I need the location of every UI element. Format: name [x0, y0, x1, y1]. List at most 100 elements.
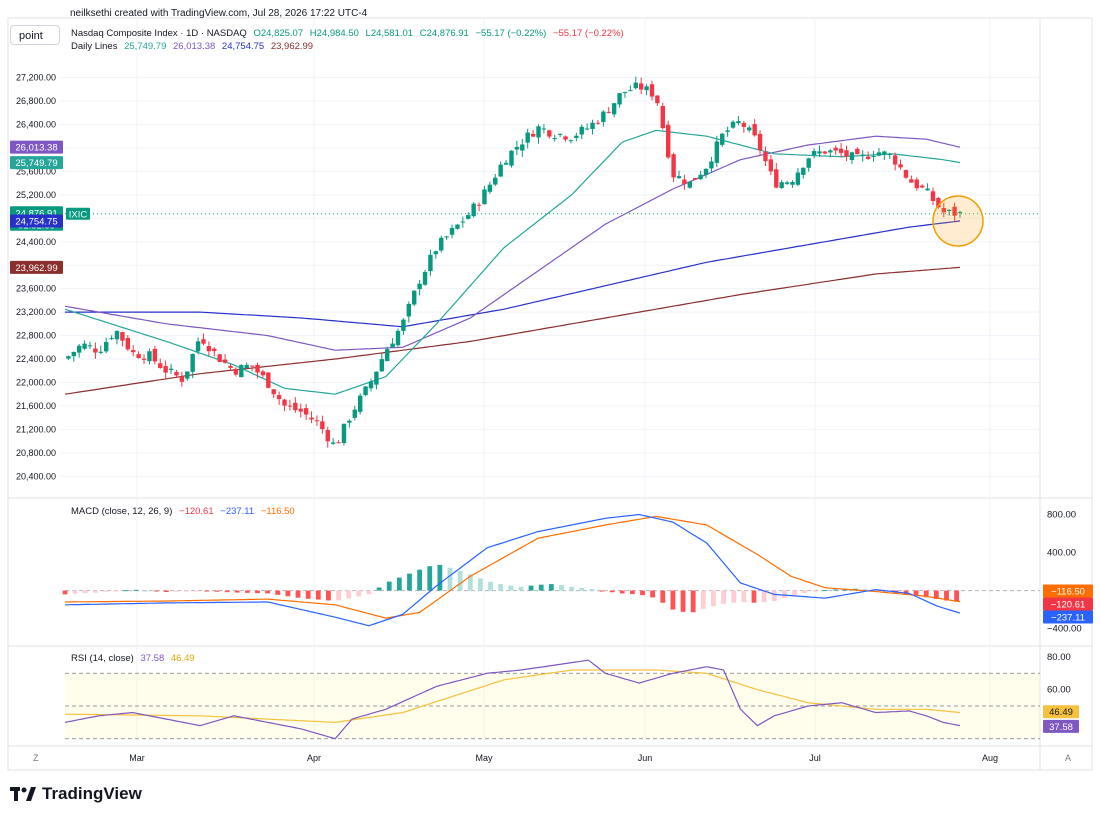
price-tick-label: 23,200.00 — [16, 307, 56, 317]
candle-body — [730, 121, 736, 128]
candle-body — [104, 342, 109, 352]
candle-body — [168, 368, 174, 371]
macd-hist-tag-bg — [1043, 597, 1093, 611]
candle-body — [574, 135, 579, 138]
candle-body — [703, 168, 709, 175]
auto-scale-button[interactable]: A — [1065, 753, 1072, 763]
candle-body — [212, 348, 217, 352]
candle-body — [303, 408, 309, 415]
macd-histogram-bar — [498, 584, 504, 591]
candle-body — [801, 167, 806, 175]
candle-body — [725, 130, 730, 132]
candle-body — [838, 148, 844, 153]
tradingview-logo-icon — [10, 787, 36, 801]
header-creator: neilksethi created with TradingView.com,… — [70, 8, 368, 19]
candle-body — [255, 364, 260, 373]
candle-body — [649, 84, 655, 97]
macd-histogram-bar — [933, 590, 939, 599]
candle-body — [195, 341, 201, 352]
main-legend: Nasdaq Composite Index · 1D · NASDAQ O24… — [71, 28, 628, 39]
macd-histogram-bar — [366, 590, 372, 595]
macd-histogram-bar — [346, 590, 352, 599]
candle-body — [903, 170, 909, 178]
candle-body — [109, 338, 114, 340]
macd-histogram-bar — [518, 586, 524, 591]
macd-histogram-bar — [903, 590, 909, 594]
candle-body — [406, 303, 412, 317]
macd-histogram-bar — [599, 590, 605, 592]
candle-body — [357, 395, 363, 412]
candle-body — [417, 283, 422, 290]
candle-body — [682, 179, 687, 185]
macd-histogram-bar — [650, 590, 656, 598]
macd-histogram-bar — [944, 590, 949, 601]
candle-body — [71, 351, 76, 357]
candle-body — [817, 151, 822, 154]
macd-histogram-bar — [326, 590, 331, 601]
time-tick-label: Mar — [129, 753, 145, 763]
macd-histogram-bar — [275, 590, 281, 595]
candle-body — [590, 122, 595, 129]
macd-histogram-bar — [589, 589, 595, 591]
zoom-reset-button[interactable]: Z — [33, 753, 39, 763]
price-tick-label: 24,400.00 — [16, 237, 56, 247]
ma50-price-tag: 26,013.38 — [15, 143, 57, 154]
macd-histogram-bar — [194, 590, 200, 592]
candle-body — [206, 346, 212, 352]
ma50-price-tag-bg — [10, 140, 63, 154]
macd-histogram-bar — [356, 590, 362, 597]
macd-histogram-bar — [376, 587, 382, 591]
candle-body — [260, 371, 266, 376]
ma100-price-tag: 24,754.75 — [15, 216, 57, 227]
macd-histogram-bar — [863, 589, 868, 591]
candle-body — [390, 343, 395, 348]
ma50-value: 26,013.38 — [173, 41, 216, 52]
low-value: L24,581.01 — [365, 28, 414, 39]
candle-body — [919, 185, 925, 188]
symbol-tag: IXIC — [69, 209, 88, 220]
ma100-line — [65, 220, 961, 328]
candle-body — [179, 376, 185, 382]
ma200-price-tag-bg — [10, 260, 63, 274]
candle-body — [698, 174, 703, 180]
macd-histogram-bar — [386, 581, 392, 591]
candle-body — [282, 399, 287, 406]
ma200-line — [64, 266, 961, 395]
macd-histogram-bar — [417, 569, 423, 591]
macd-histogram-bar — [437, 564, 443, 591]
candle-body — [379, 359, 384, 372]
time-tick-label: Jun — [638, 753, 653, 763]
candle-body — [584, 128, 590, 130]
candle-body — [385, 349, 390, 362]
macd-histogram-bar — [467, 574, 473, 591]
candle-body — [633, 82, 638, 89]
candle-body — [136, 354, 141, 359]
chart-frame — [7, 17, 1093, 771]
symbol-title: Nasdaq Composite Index · 1D · NASDAQ — [71, 28, 247, 39]
rsi-ma-tag: 46.49 — [1049, 707, 1073, 718]
macd-histogram-bar — [234, 590, 240, 593]
mode-selector[interactable]: point — [10, 25, 60, 45]
candle-body — [784, 182, 790, 184]
candle-body — [314, 420, 320, 422]
candle-body — [93, 348, 98, 353]
candle-body — [239, 365, 244, 378]
candle-body — [509, 150, 514, 166]
candle-body — [498, 164, 503, 177]
macd-line-value: −237.11 — [220, 506, 255, 517]
candle-body — [790, 182, 795, 185]
price-tick-label: 22,000.00 — [16, 377, 56, 387]
candle-body — [125, 337, 131, 350]
macd-tick-label: −400.00 — [1047, 624, 1082, 635]
macd-histogram-bar — [133, 589, 139, 591]
high-value: H24,984.50 — [309, 28, 359, 39]
macd-histogram-bar — [244, 590, 250, 593]
price-tick-label: 27,200.00 — [16, 73, 56, 83]
macd-histogram-bar — [619, 590, 625, 594]
candle-body — [87, 345, 93, 347]
macd-histogram-bar — [721, 590, 726, 604]
candle-body — [309, 417, 314, 420]
macd-histogram-bar — [771, 590, 777, 602]
candle-body — [66, 356, 71, 359]
